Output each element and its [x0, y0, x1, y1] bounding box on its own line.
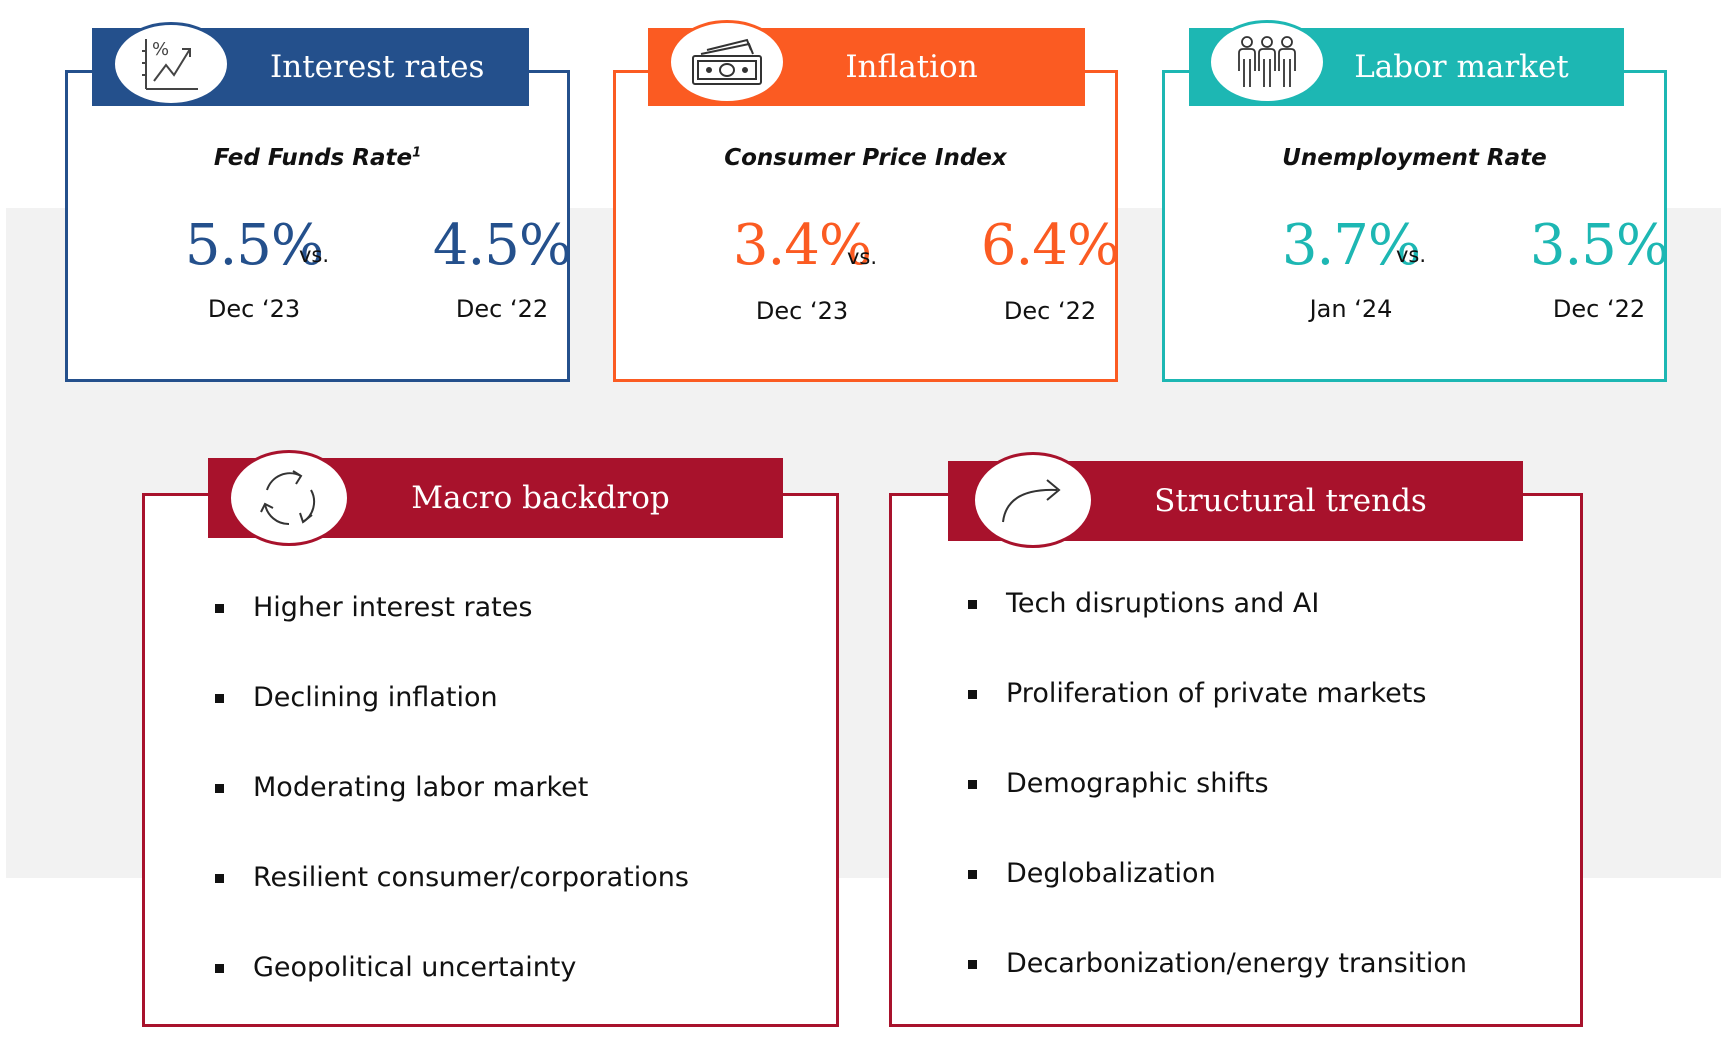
interest-rates-title: Interest rates: [270, 49, 485, 85]
curved-arrow-icon: [1002, 479, 1061, 523]
cpi-label: Consumer Price Index: [724, 145, 1007, 171]
cycle-arrows-icon: [260, 470, 316, 526]
bullet-icon: [968, 600, 977, 609]
labor-market-title: Labor market: [1354, 49, 1569, 85]
structural-icon-badge: [972, 452, 1094, 548]
bullet-icon: [215, 874, 224, 883]
fed-funds-rate-label: Fed Funds Rate1: [213, 145, 422, 171]
current-cpi-value: 3.4%: [732, 213, 872, 278]
structural-trends-box: Tech disruptions and AI Proliferation of…: [889, 493, 1583, 1027]
current-unemployment-value: 3.7%: [1281, 213, 1421, 278]
labor-icon-badge: [1208, 20, 1326, 104]
bullet-icon: [215, 964, 224, 973]
bullet-icon: [968, 870, 977, 879]
svg-text:%: %: [152, 39, 169, 60]
bullet-icon: [215, 784, 224, 793]
macro-backdrop-box: Higher interest rates Declining inflatio…: [142, 493, 839, 1027]
structural-trends-title: Structural trends: [1154, 483, 1427, 519]
macro-backdrop-title: Macro backdrop: [411, 480, 670, 516]
prior-date: Dec ‘22: [1552, 295, 1646, 323]
prior-rate-value: 4.5%: [432, 213, 572, 278]
bullet-icon: [968, 780, 977, 789]
prior-cpi-value: 6.4%: [980, 213, 1120, 278]
current-date: Jan ‘24: [1309, 295, 1393, 323]
interest-icon-badge: %: [112, 22, 230, 106]
interest-rates-card: Fed Funds Rate1 5.5% vs. 4.5% Dec ‘23 De…: [65, 70, 572, 382]
inflation-card: Consumer Price Index 3.4% vs. 6.4% Dec ‘…: [613, 70, 1120, 382]
inflation-title: Inflation: [845, 49, 978, 85]
current-date: Dec ‘23: [755, 297, 849, 325]
current-rate-value: 5.5%: [184, 213, 324, 278]
vs-label: vs.: [1395, 243, 1427, 267]
vs-label: vs.: [298, 243, 330, 267]
percent-chart-icon: %: [142, 39, 198, 90]
bullet-icon: [968, 690, 977, 699]
macro-icon-badge: [228, 450, 350, 546]
prior-unemployment-value: 3.5%: [1529, 213, 1669, 278]
inflation-icon-badge: [668, 20, 786, 104]
bullet-icon: [968, 960, 977, 969]
current-date: Dec ‘23: [207, 295, 301, 323]
prior-date: Dec ‘22: [455, 295, 549, 323]
unemployment-rate-label: Unemployment Rate: [1282, 145, 1547, 171]
bullet-icon: [215, 694, 224, 703]
prior-date: Dec ‘22: [1003, 297, 1097, 325]
workers-icon: [1238, 36, 1296, 87]
banknotes-icon: [692, 38, 762, 85]
vs-label: vs.: [846, 245, 878, 269]
labor-market-card: Unemployment Rate 3.7% vs. 3.5% Jan ‘24 …: [1162, 70, 1669, 382]
bullet-icon: [215, 604, 224, 613]
